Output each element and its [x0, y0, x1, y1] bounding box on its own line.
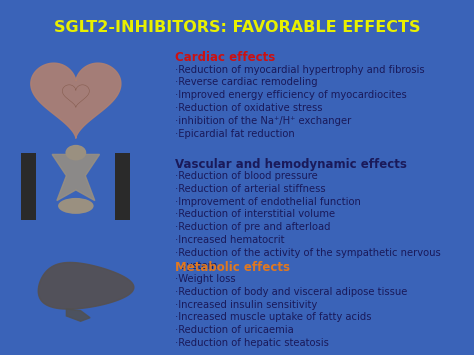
- Polygon shape: [66, 309, 90, 321]
- Text: ·Reduction of body and visceral adipose tissue: ·Reduction of body and visceral adipose …: [175, 287, 408, 297]
- Text: ·Increased hematocrit: ·Increased hematocrit: [175, 235, 285, 245]
- Text: ·Reduction of uricaemia: ·Reduction of uricaemia: [175, 325, 294, 335]
- Text: Vascular and hemodynamic effects: Vascular and hemodynamic effects: [175, 158, 407, 171]
- Text: ·Epicardial fat reduction: ·Epicardial fat reduction: [175, 129, 295, 138]
- Text: ·Reduction of blood pressure: ·Reduction of blood pressure: [175, 171, 318, 181]
- Text: SGLT2-INHIBITORS: FAVORABLE EFFECTS: SGLT2-INHIBITORS: FAVORABLE EFFECTS: [54, 20, 420, 34]
- Text: ·Reduction of oxidative stress: ·Reduction of oxidative stress: [175, 103, 323, 113]
- Bar: [115, 153, 130, 220]
- Text: ·inhibition of the Na⁺/H⁺ exchanger: ·inhibition of the Na⁺/H⁺ exchanger: [175, 116, 352, 126]
- Text: Metabolic effects: Metabolic effects: [175, 261, 291, 274]
- Polygon shape: [52, 154, 100, 201]
- Polygon shape: [31, 63, 121, 138]
- Text: ·Reduction of myocardial hypertrophy and fibrosis: ·Reduction of myocardial hypertrophy and…: [175, 65, 425, 75]
- Text: system: system: [175, 261, 218, 271]
- Text: ·Reduction of interstitial volume: ·Reduction of interstitial volume: [175, 209, 336, 219]
- Text: ·Improvement of endothelial function: ·Improvement of endothelial function: [175, 197, 361, 207]
- Text: ·Reduction of pre and afterload: ·Reduction of pre and afterload: [175, 222, 331, 232]
- Text: ·Increased muscle uptake of fatty acids: ·Increased muscle uptake of fatty acids: [175, 312, 372, 322]
- Text: ·Reduction of hepatic steatosis: ·Reduction of hepatic steatosis: [175, 338, 329, 348]
- Text: ·Improved energy efficiency of myocardiocites: ·Improved energy efficiency of myocardio…: [175, 90, 407, 100]
- Text: ·Reverse cardiac remodeling: ·Reverse cardiac remodeling: [175, 77, 318, 87]
- Bar: [21, 153, 36, 220]
- Circle shape: [65, 145, 86, 160]
- Polygon shape: [38, 262, 134, 309]
- Text: ·Increased insulin sensitivity: ·Increased insulin sensitivity: [175, 300, 318, 310]
- Text: ·Reduction of arterial stiffness: ·Reduction of arterial stiffness: [175, 184, 326, 194]
- Text: ·Weight loss: ·Weight loss: [175, 274, 236, 284]
- Ellipse shape: [58, 198, 94, 214]
- Text: ·Reduction of the activity of the sympathetic nervous: ·Reduction of the activity of the sympat…: [175, 248, 441, 258]
- Text: Cardiac effects: Cardiac effects: [175, 51, 275, 65]
